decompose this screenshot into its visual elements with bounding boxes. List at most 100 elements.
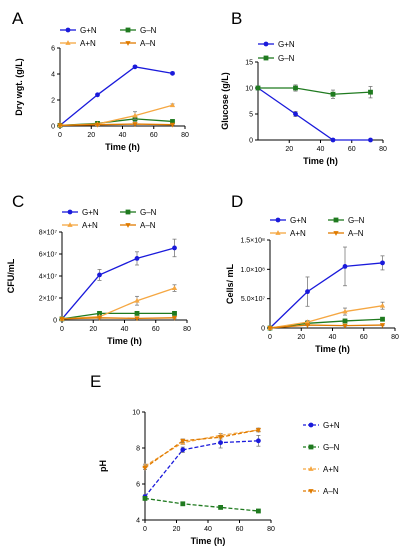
x-tick-label: 20	[297, 334, 305, 341]
x-axis-title: Time (h)	[105, 142, 140, 152]
x-tick-label: 0	[58, 132, 62, 139]
legend-label: A+N	[290, 229, 306, 238]
x-axis-title: Time (h)	[107, 336, 142, 346]
series-line	[269, 305, 383, 329]
x-tick-label: 40	[204, 526, 212, 533]
y-tick-label: 6	[136, 482, 140, 489]
data-point	[379, 323, 386, 328]
series-line	[144, 429, 259, 467]
data-point	[59, 316, 65, 322]
y-tick-label: 8×10⁷	[39, 230, 58, 237]
x-tick-label: 0	[268, 334, 272, 341]
series-line	[144, 429, 259, 469]
y-axis-title: Cells/ mL	[225, 263, 235, 304]
series-line	[269, 262, 383, 329]
panel-letter: E	[90, 372, 101, 391]
x-axis-title: Time (h)	[315, 344, 350, 354]
chart-panel-e: E 0 20 40 60 80 4 6 8 10 Time (h) pH G+N G–N A+N A–N	[90, 372, 340, 546]
legend: G+N G–N A+N A–N	[62, 208, 157, 230]
data-point	[170, 70, 175, 76]
data-point	[330, 137, 336, 143]
legend-label: G–N	[348, 216, 365, 225]
y-tick-label: 2	[51, 98, 55, 105]
data-point	[255, 85, 261, 91]
series-line	[61, 287, 175, 320]
legend-label: A–N	[140, 221, 156, 230]
y-axis-title: Dry wgt. (g/L)	[14, 58, 24, 116]
data-point	[169, 122, 176, 128]
data-point	[97, 311, 102, 316]
legend-marker	[308, 466, 314, 471]
x-tick-label: 20	[89, 326, 97, 333]
x-tick-label: 80	[181, 132, 189, 139]
series-gplusn	[267, 246, 385, 331]
legend-marker	[125, 223, 131, 228]
series-gplusn	[255, 85, 373, 143]
data-point	[96, 315, 103, 321]
data-point	[132, 64, 138, 70]
y-tick-label: 4×10⁷	[39, 274, 58, 281]
data-point	[293, 111, 298, 117]
y-tick-label: 5.0×10⁷	[241, 296, 266, 303]
data-point	[134, 256, 140, 261]
data-point	[380, 316, 385, 322]
series-aplusn	[57, 102, 176, 128]
series-aplusn	[59, 284, 178, 321]
y-axis-title: CFU/mL	[6, 258, 16, 293]
series-line	[61, 317, 175, 320]
legend-marker	[308, 444, 314, 450]
series-line	[59, 104, 173, 126]
legend: G+N G–N A+N A–N	[303, 421, 340, 496]
data-point	[342, 323, 348, 329]
y-tick-label: 0	[261, 326, 265, 333]
legend-marker	[263, 41, 269, 47]
y-axis-title: pH	[98, 460, 108, 472]
legend: G+N G–N A+N A–N	[270, 216, 365, 238]
legend-label: G–N	[323, 443, 340, 452]
panel-letter: C	[12, 192, 24, 211]
legend-label: A–N	[348, 229, 364, 238]
data-point	[368, 137, 373, 143]
data-point	[142, 496, 148, 501]
y-axis-title: Glucose (g/L)	[220, 72, 230, 130]
legend-label: A+N	[323, 465, 339, 474]
series-line	[257, 87, 371, 141]
data-point	[134, 297, 140, 303]
series-line	[269, 324, 383, 329]
legend-label: G+N	[323, 421, 340, 430]
x-tick-label: 20	[173, 526, 181, 533]
data-point	[134, 311, 140, 316]
x-tick-label: 80	[391, 334, 399, 341]
data-point	[293, 85, 298, 91]
data-point	[134, 316, 140, 322]
y-tick-label: 15	[245, 60, 253, 67]
series-line	[59, 66, 173, 126]
x-tick-label: 60	[348, 146, 356, 153]
data-point	[256, 438, 261, 444]
chart-panel-c: C 0 20 40 60 80 0 2×10⁷ 4×10⁷ 6×10⁷ 8×10⁷ Time (h) C…	[6, 192, 191, 346]
legend-marker	[308, 422, 314, 428]
series-aminusn	[142, 427, 262, 471]
y-tick-label: 0	[51, 124, 55, 131]
data-point	[180, 447, 186, 453]
data-point	[57, 123, 63, 129]
x-tick-label: 0	[60, 326, 64, 333]
data-point	[95, 92, 100, 98]
data-point	[342, 308, 348, 314]
series-gminusn	[255, 84, 373, 99]
x-tick-label: 40	[329, 334, 337, 341]
data-point	[180, 438, 186, 444]
y-tick-label: 6×10⁷	[39, 252, 58, 259]
data-point	[217, 435, 224, 441]
series-line	[61, 312, 175, 320]
x-tick-label: 60	[152, 326, 160, 333]
legend-label: A+N	[82, 221, 98, 230]
panel-letter: A	[12, 9, 24, 28]
legend-marker	[333, 217, 339, 223]
series-gplusn	[142, 434, 261, 499]
series-line	[144, 440, 259, 498]
data-point	[330, 91, 336, 97]
x-tick-label: 40	[119, 132, 127, 139]
